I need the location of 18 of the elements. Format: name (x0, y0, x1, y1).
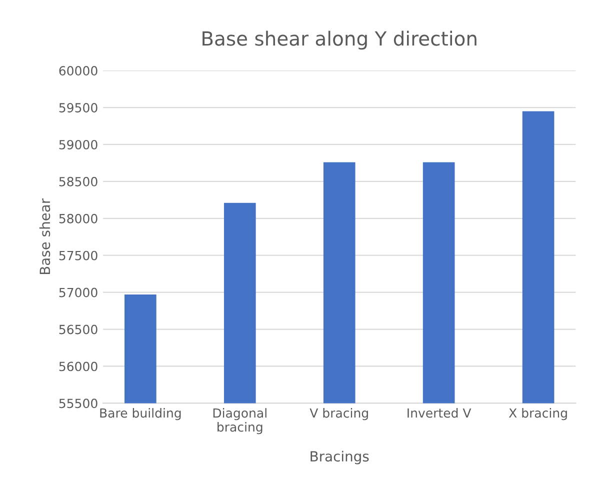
y-tick-label: 57500 (59, 250, 98, 260)
x-axis-title: Bracings (310, 450, 369, 464)
x-tick-label: V bracing (310, 408, 368, 420)
y-tick-label: 56000 (59, 362, 98, 372)
y-tick-label: 56500 (59, 324, 98, 334)
x-tick-label: Bare building (100, 408, 181, 420)
y-tick-label: 58500 (59, 176, 98, 186)
y-tick-label: 57000 (59, 288, 98, 298)
y-tick-label: 59000 (59, 140, 98, 150)
x-tick-label: Inverted V (408, 408, 472, 418)
chart-title: Base shear along Y direction (202, 30, 476, 50)
y-axis-title: Base shear (39, 198, 50, 274)
x-tick-label: X bracing (508, 408, 567, 420)
y-tick-label: 59500 (59, 102, 98, 112)
x-tick-label: Diagonal bracing (213, 408, 266, 434)
y-tick-label: 58000 (59, 214, 98, 224)
y-tick-label: 55500 (59, 398, 98, 408)
y-tick-label: 60000 (59, 66, 98, 76)
